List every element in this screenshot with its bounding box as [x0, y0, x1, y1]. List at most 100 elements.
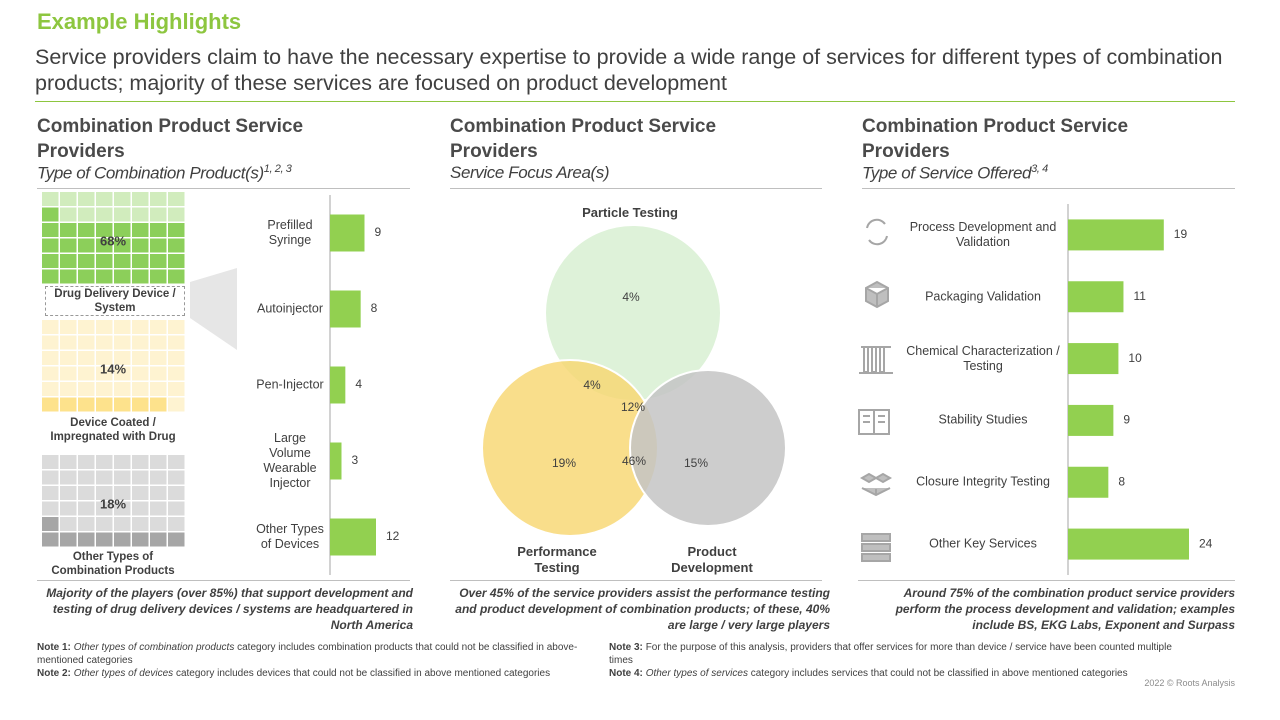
waffle-cell [114, 192, 131, 206]
waffle-cell [96, 223, 113, 237]
waffle-cell [150, 192, 167, 206]
waffle-cell [78, 351, 95, 365]
bar-value-label: 11 [1133, 289, 1146, 303]
waffle-cell [132, 223, 149, 237]
waffle-cell [168, 501, 185, 516]
waffle-cell [150, 269, 167, 284]
category-label: Process Development and Validation [909, 219, 1057, 249]
waffle-cell [42, 532, 59, 547]
category-label: Large Volume Wearable Injector [263, 431, 317, 490]
waffle-cell [78, 397, 95, 412]
waffle-cell [42, 455, 59, 469]
bar-value-label: 19 [1174, 227, 1188, 241]
waffle-cell [114, 455, 131, 469]
waffle-cell [114, 254, 131, 268]
bar-value-label: 4 [355, 377, 362, 391]
waffle-block [42, 320, 185, 412]
waffle-cell [96, 351, 113, 365]
panel-rule [858, 580, 1235, 581]
waffle-cell [96, 397, 113, 412]
bar [330, 214, 365, 252]
venn-set-label: Performance Testing [517, 544, 597, 575]
bar-value-label: 8 [1118, 474, 1125, 488]
waffle-cell [78, 254, 95, 268]
venn-set-label: Particle Testing [582, 205, 678, 220]
waffle-cell [60, 455, 77, 469]
waffle-cell [132, 486, 149, 500]
waffle-cell [150, 320, 167, 334]
bar-value-label: 12 [386, 529, 400, 543]
waffle-cell [132, 397, 149, 412]
waffle-cell [132, 470, 149, 485]
waffle-cell [168, 455, 185, 469]
waffle-cell [42, 269, 59, 284]
category-label: Packaging Validation [925, 289, 1041, 304]
waffle-cell [60, 501, 77, 516]
panel-subtitle: Type of Combination Product(s)1, 2, 3 [37, 163, 292, 184]
waffle-cell [78, 320, 95, 334]
waffle-block [42, 455, 185, 547]
waffle-cell [132, 269, 149, 284]
bar-value-label: 3 [352, 453, 359, 467]
bar [1068, 281, 1124, 313]
venn-region-label: 46% [622, 454, 646, 468]
connector [190, 268, 237, 350]
waffle-cell [132, 335, 149, 350]
waffle-cell [42, 351, 59, 365]
waffle-cell [150, 335, 167, 350]
waffle-cell [132, 192, 149, 206]
waffle-cell [78, 382, 95, 396]
waffle-cell [42, 192, 59, 206]
category-label: Other Key Services [929, 536, 1037, 551]
waffle-cell [42, 254, 59, 268]
waffle-cell [42, 517, 59, 531]
waffle-cell [78, 517, 95, 531]
waffle-cell [150, 351, 167, 365]
waffle-cell [42, 320, 59, 334]
panel-rule [450, 580, 822, 581]
waffle-cell [168, 366, 185, 381]
waffle-cell [96, 517, 113, 531]
waffle-cell [60, 351, 77, 365]
waffle-cell [132, 532, 149, 547]
waffle-cell [168, 320, 185, 334]
bar-value-label: 24 [1199, 536, 1213, 550]
note-text: category includes services that could no… [750, 668, 1128, 679]
waffle-cell [132, 254, 149, 268]
bar [1068, 343, 1119, 375]
waffle-cell [42, 223, 59, 237]
waffle-cell [150, 470, 167, 485]
waffle-cell [96, 192, 113, 206]
waffle-cell [42, 470, 59, 485]
slide-subtitle: Service providers claim to have the nece… [35, 45, 1223, 95]
waffle-cell [78, 223, 95, 237]
waffle-cell [96, 238, 113, 253]
note-text: For the purpose of this analysis, provid… [609, 642, 1172, 666]
waffle-cell [60, 238, 77, 253]
note: Note 4: Other types of services category… [609, 667, 1189, 680]
venn-region-label: 19% [552, 456, 576, 470]
waffle-cell [132, 517, 149, 531]
waffle-cell [150, 501, 167, 516]
venn-set [629, 369, 787, 527]
waffle-cell [150, 517, 167, 531]
waffle-cell [168, 351, 185, 365]
note: Note 1: Other types of combination produ… [37, 641, 597, 667]
waffle-cell [42, 366, 59, 381]
waffle-cell [60, 320, 77, 334]
waffle-cell [132, 238, 149, 253]
waffle-cell [42, 238, 59, 253]
panel-title: Combination Product Service Providers [862, 116, 1129, 162]
waffle-cell [132, 455, 149, 469]
waffle-cell [114, 320, 131, 334]
waffle-cell [132, 382, 149, 396]
waffle-cell [60, 335, 77, 350]
waffle-cell [78, 470, 95, 485]
note-label: Note 4: [609, 668, 643, 679]
waffle-cell [60, 254, 77, 268]
waffle-cell [114, 269, 131, 284]
waffle-cell [96, 532, 113, 547]
waffle-cell [78, 207, 95, 222]
